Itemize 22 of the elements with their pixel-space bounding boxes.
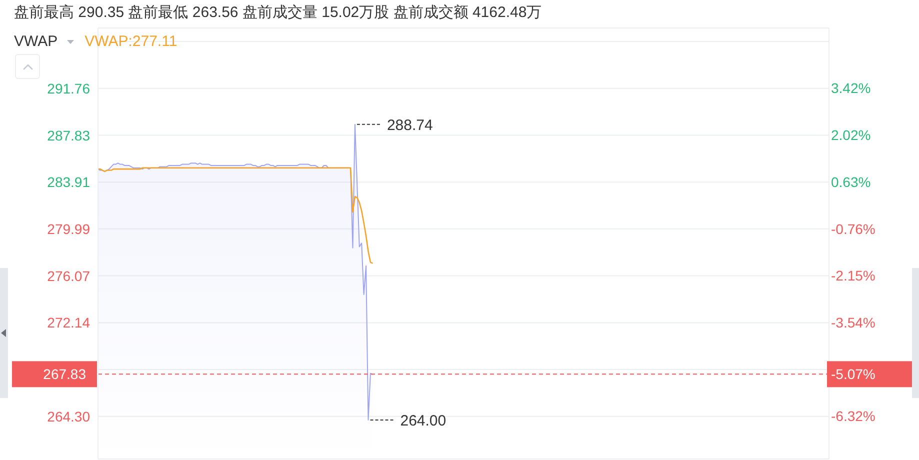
y2-tick-label: -3.54% — [831, 314, 876, 331]
legend-title: VWAP — [14, 33, 58, 51]
text: VWAP:277.11 — [84, 33, 178, 51]
y-tick-label: 272.14 — [47, 314, 90, 331]
y-tick-label: 291.76 — [47, 80, 90, 96]
y-tick-label: 264.30 — [47, 408, 90, 424]
y-tick-label: 279.99 — [47, 220, 90, 237]
y2-tick-label: 0.63% — [831, 174, 871, 190]
y-tick-label: 276.07 — [47, 268, 90, 284]
y2-tick-label: -0.76% — [831, 220, 876, 237]
y-tick-label: 287.83 — [47, 127, 90, 144]
y2-tick-label: 2.02% — [831, 127, 871, 144]
chart-title: 盘前最高 290.35 盘前最低 263.56 盘前成交量 15.02万股 盘前成交额 4162.48万 — [14, 3, 542, 23]
y-tick-label: 283.91 — [47, 174, 90, 190]
y2-tick-label: -6.32% — [831, 408, 876, 424]
ref-line-label: 267.83 — [43, 366, 86, 382]
y2-tick-label: -2.15% — [831, 268, 876, 284]
text: -5.07% — [831, 366, 876, 382]
y2-tick-label: 3.42% — [831, 80, 871, 96]
annotation: 264.00 — [400, 412, 446, 430]
line-series — [97, 167, 374, 264]
annotation: 288.74 — [386, 116, 433, 134]
